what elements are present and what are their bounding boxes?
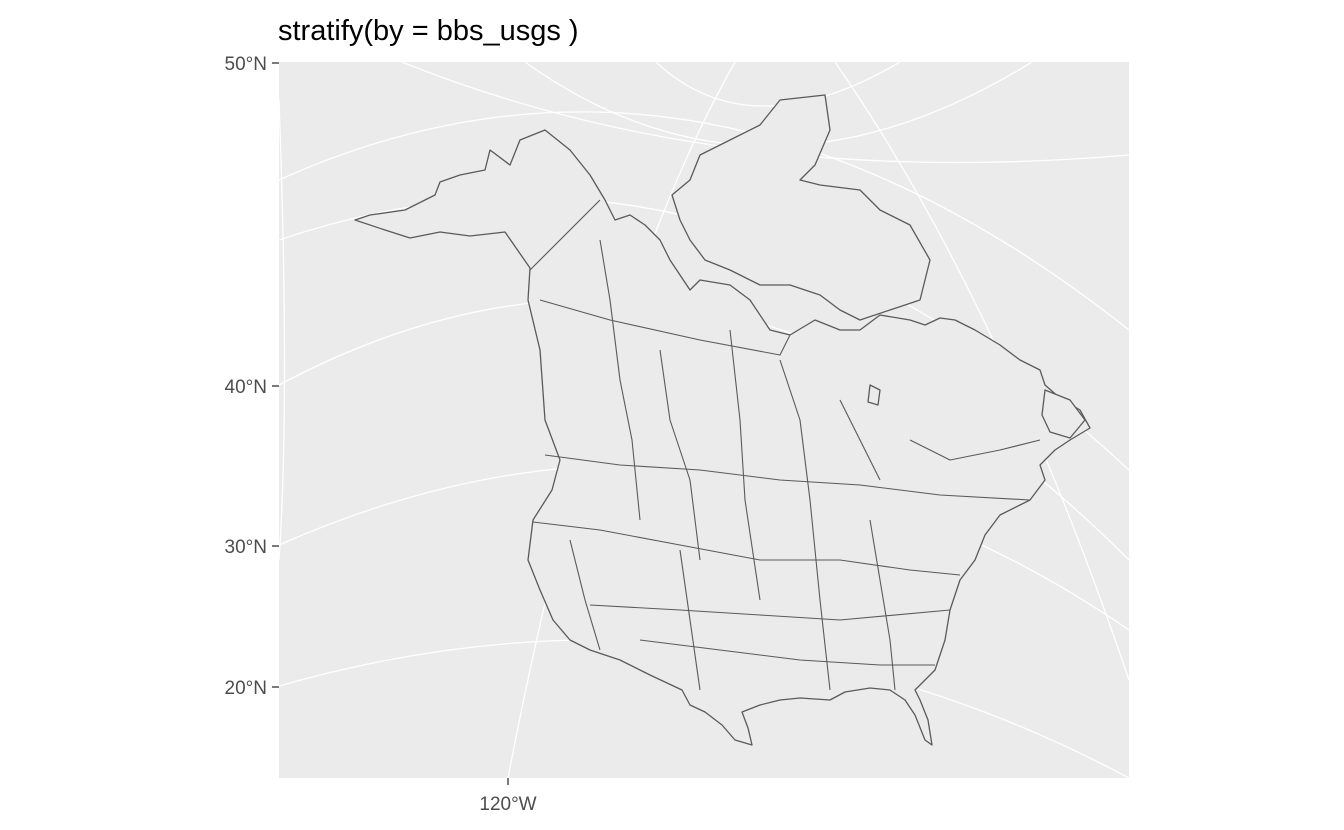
- y-tick-label-50n: 50°N: [225, 54, 267, 75]
- graticule-lat-60b: [279, 111, 1129, 331]
- graticule-lat-80: [655, 62, 901, 107]
- north-america-map: [354, 94, 1091, 746]
- y-axis: 50°N 40°N 30°N 20°N: [225, 54, 279, 699]
- plot-title: stratify(by = bbs_usgs ): [278, 15, 579, 47]
- y-tick-label-20n: 20°N: [225, 678, 267, 699]
- y-tick-label-40n: 40°N: [225, 377, 267, 398]
- x-tick-label-120w: 120°W: [479, 794, 536, 815]
- newfoundland: [1041, 389, 1086, 439]
- graticule-lon-60: [834, 62, 1129, 681]
- y-tick-label-30n: 30°N: [225, 537, 267, 558]
- arctic-islands: [671, 94, 931, 321]
- x-axis: 120°W: [479, 778, 537, 815]
- stratum-borders: [529, 199, 1041, 691]
- graticule-lon-150: [279, 99, 286, 561]
- mainland: [354, 129, 1091, 746]
- hudson-bay-islands: [867, 384, 881, 406]
